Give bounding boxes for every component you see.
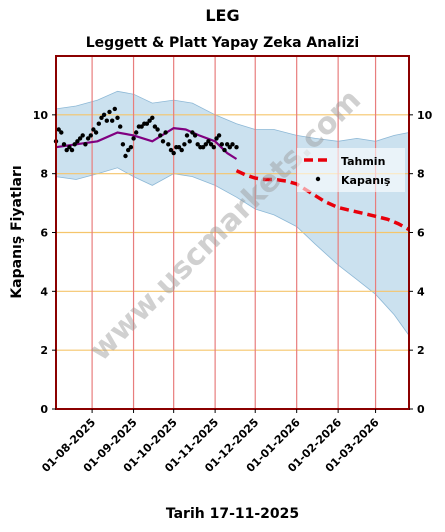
data-point (190, 130, 195, 135)
data-point (219, 142, 224, 147)
data-point (99, 115, 104, 121)
forecast-line (235, 169, 410, 232)
data-point (80, 133, 85, 138)
data-point (91, 127, 96, 132)
y-tick-label: 0 (417, 403, 425, 416)
y-tick-label: 4 (417, 285, 425, 298)
data-point (225, 142, 230, 147)
y-tick-label: 10 (417, 109, 433, 122)
y-tick-label: 0 (40, 403, 48, 416)
legend-points-swatch (315, 176, 321, 182)
data-point (168, 147, 174, 153)
data-point (211, 145, 216, 150)
data-point (182, 142, 187, 147)
data-point (227, 145, 232, 150)
data-point (64, 147, 69, 153)
data-point (93, 130, 99, 135)
data-point (69, 147, 75, 153)
data-point (160, 139, 166, 144)
y-tick-label: 8 (417, 168, 425, 181)
data-point (216, 133, 222, 138)
data-point (203, 142, 208, 147)
data-point (110, 118, 115, 123)
data-point (101, 112, 107, 118)
data-point (104, 118, 110, 123)
legend-forecast-label: Tahmin (341, 155, 385, 168)
data-point (176, 145, 182, 150)
legend: Tahmin Kapanış (297, 148, 405, 192)
legend-points-label: Kapanış (341, 174, 391, 187)
data-point (134, 130, 139, 135)
data-point (123, 153, 128, 159)
data-point (192, 133, 198, 138)
y-tick-label: 2 (40, 344, 48, 357)
data-point (67, 145, 72, 150)
y-tick-label: 6 (417, 227, 425, 240)
data-point (107, 109, 112, 115)
legend-box (297, 148, 405, 192)
data-point (155, 127, 160, 132)
data-point (171, 150, 176, 156)
data-point (163, 130, 168, 135)
data-point (139, 124, 144, 129)
data-point (158, 133, 163, 138)
data-point (126, 147, 131, 153)
data-point (147, 118, 152, 123)
data-point (179, 147, 184, 153)
data-point (88, 133, 94, 138)
data-point (112, 106, 118, 112)
y-tick-label: 10 (33, 109, 49, 122)
data-point (96, 121, 102, 126)
data-point (234, 145, 239, 150)
y-tick-label: 6 (40, 227, 48, 240)
data-point (222, 147, 227, 153)
data-point (166, 142, 171, 147)
data-point (128, 145, 134, 150)
data-point (118, 124, 123, 129)
chart-title: LEG (205, 6, 240, 25)
data-point (184, 133, 190, 138)
data-point (120, 142, 126, 147)
data-point (150, 115, 155, 121)
data-point (85, 136, 91, 141)
data-point (144, 121, 150, 126)
x-axis-label: Tarih 17-11-2025 (165, 506, 300, 522)
data-point (75, 139, 80, 144)
data-point (72, 142, 77, 147)
data-point (131, 136, 136, 141)
data-point (77, 136, 83, 141)
data-point (187, 139, 192, 144)
chart-subtitle: Leggett & Platt Yapay Zeka Analizi (85, 35, 360, 51)
y-tick-label: 4 (40, 285, 48, 298)
y-tick-label: 8 (40, 168, 48, 181)
y-tick-label: 2 (417, 344, 425, 357)
data-point (206, 139, 211, 144)
data-point (230, 142, 235, 147)
data-point (152, 124, 158, 129)
data-point (115, 115, 120, 121)
trend-line (55, 126, 238, 160)
data-point (214, 136, 219, 141)
data-point (59, 130, 64, 135)
data-point (195, 142, 200, 147)
data-point (61, 142, 67, 147)
data-point (56, 127, 61, 132)
data-point (208, 142, 214, 147)
data-point (83, 142, 88, 147)
data-point (200, 145, 206, 150)
